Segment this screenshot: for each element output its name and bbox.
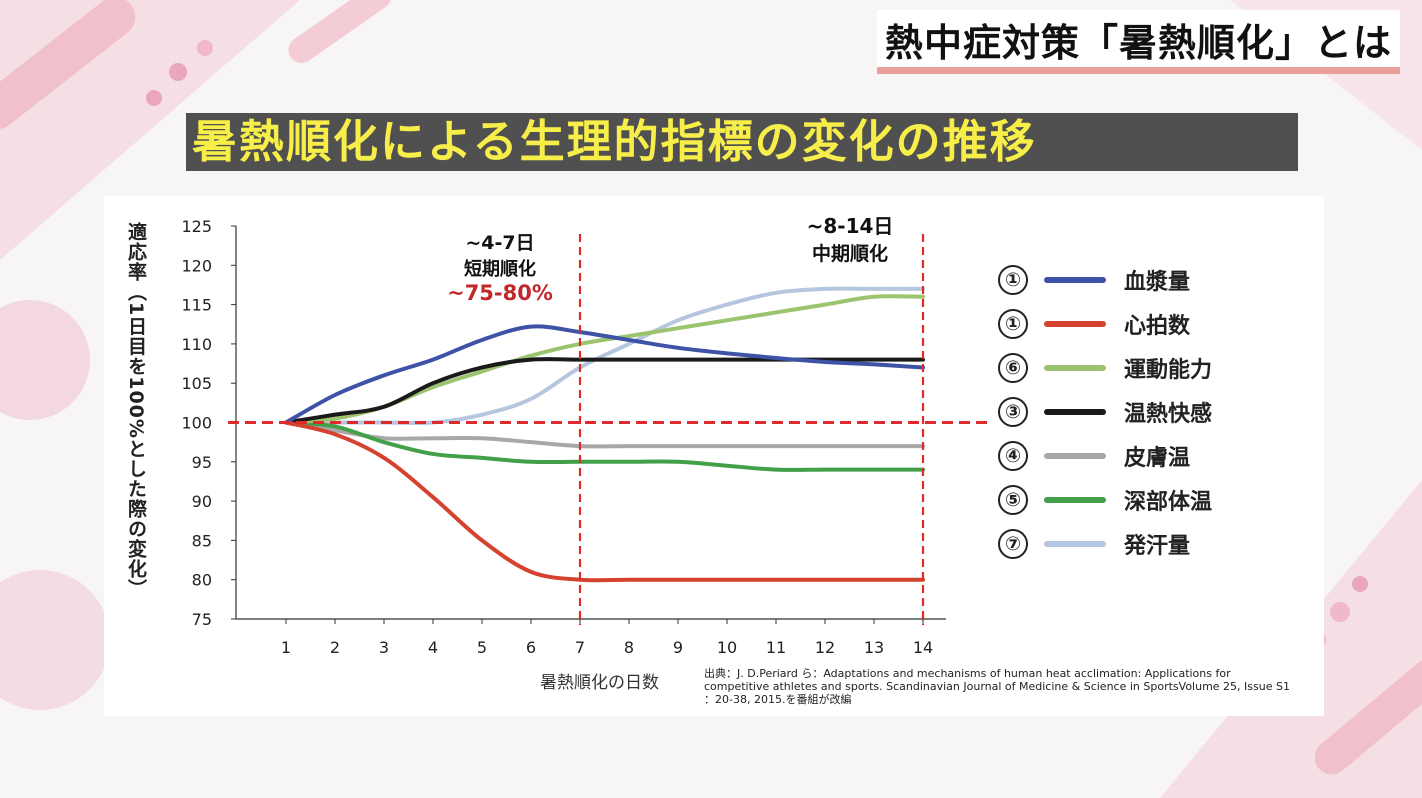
x-tick-label: 12	[815, 638, 835, 657]
x-axis-title: 暑熱順化の日数	[540, 673, 659, 693]
chart-legend: ① 血漿量 ① 心拍数 ⑥ 運動能力 ③ 温熱快感 ④ 皮膚温 ⑤ 深部体温 ⑦ 発汗量	[998, 258, 1212, 566]
short-term-label: 短期順化	[464, 259, 536, 280]
x-tick-label: 14	[913, 638, 933, 657]
y-tick-label: 105	[181, 374, 212, 393]
x-tick-label: 11	[766, 638, 786, 657]
short-term-annotation: ~4-7日 短期順化 ~75-80%	[430, 228, 570, 305]
legend-label: 血漿量	[1124, 270, 1191, 295]
series-line-1	[284, 324, 925, 425]
y-tick-label: 100	[181, 414, 212, 433]
legend-label: 温熱快感	[1124, 402, 1213, 427]
legend-label: 運動能力	[1124, 358, 1213, 383]
legend-number: ⑤	[998, 485, 1028, 515]
legend-label: 心拍数	[1124, 314, 1191, 339]
x-tick-label: 2	[330, 638, 340, 657]
chart-panel	[104, 196, 1324, 716]
mid-term-range: ~8-14日	[806, 214, 894, 238]
legend-item: ① 血漿量	[998, 258, 1212, 302]
x-tick-label: 5	[477, 638, 487, 657]
y-tick-label: 95	[192, 453, 212, 472]
x-tick-label: 1	[281, 638, 291, 657]
series-line-7	[284, 286, 925, 426]
x-tick-label: 9	[673, 638, 683, 657]
series-line-4	[284, 357, 925, 425]
mid-term-annotation: ~8-14日 中期順化	[780, 210, 920, 266]
legend-number: ①	[998, 265, 1028, 295]
line-swatch-icon	[1044, 497, 1106, 503]
y-tick-label: 115	[181, 296, 212, 315]
legend-number: ⑦	[998, 529, 1028, 559]
y-tick-label: 110	[181, 335, 212, 354]
series-line-5	[284, 420, 925, 449]
x-tick-label: 3	[379, 638, 389, 657]
x-tick-label: 7	[575, 638, 585, 657]
legend-item: ④ 皮膚温	[998, 434, 1212, 478]
legend-label: 深部体温	[1124, 490, 1213, 515]
short-term-percent: ~75-80%	[447, 281, 553, 305]
legend-number: ④	[998, 441, 1028, 471]
line-swatch-icon	[1044, 277, 1106, 283]
corner-title: 熱中症対策「暑熱順化」とは	[876, 10, 1400, 74]
line-swatch-icon	[1044, 365, 1106, 371]
y-tick-label: 120	[181, 256, 212, 275]
x-tick-label: 6	[526, 638, 536, 657]
legend-number: ①	[998, 309, 1028, 339]
y-tick-label: 75	[192, 610, 212, 629]
legend-label: 発汗量	[1124, 534, 1191, 559]
line-swatch-icon	[1044, 453, 1106, 459]
y-tick-label: 80	[192, 571, 212, 590]
legend-label: 皮膚温	[1124, 446, 1191, 471]
y-tick-label: 85	[192, 531, 212, 550]
line-swatch-icon	[1044, 541, 1106, 547]
legend-item: ① 心拍数	[998, 302, 1212, 346]
legend-number: ⑥	[998, 353, 1028, 383]
x-tick-label: 8	[624, 638, 634, 657]
short-term-range: ~4-7日	[465, 232, 535, 254]
series-line-2	[284, 420, 925, 583]
line-swatch-icon	[1044, 409, 1106, 415]
mid-term-label: 中期順化	[811, 243, 888, 265]
y-tick-label: 90	[192, 492, 212, 511]
main-title: 暑熱順化による生理的指標の変化の推移	[186, 113, 1298, 171]
y-axis-label: 適応率（1日目を100%とした際の変化）	[125, 222, 147, 599]
legend-item: ③ 温熱快感	[998, 390, 1212, 434]
y-tick-label: 125	[181, 217, 212, 236]
series-line-6	[284, 420, 925, 472]
source-citation: 出典：J. D.Periard ら：Adaptations and mechan…	[704, 667, 1290, 706]
legend-number: ③	[998, 397, 1028, 427]
legend-item: ⑦ 発汗量	[998, 522, 1212, 566]
legend-item: ⑥ 運動能力	[998, 346, 1212, 390]
line-swatch-icon	[1044, 321, 1106, 327]
x-tick-label: 4	[428, 638, 438, 657]
x-tick-label: 10	[717, 638, 737, 657]
x-tick-label: 13	[864, 638, 884, 657]
legend-item: ⑤ 深部体温	[998, 478, 1212, 522]
